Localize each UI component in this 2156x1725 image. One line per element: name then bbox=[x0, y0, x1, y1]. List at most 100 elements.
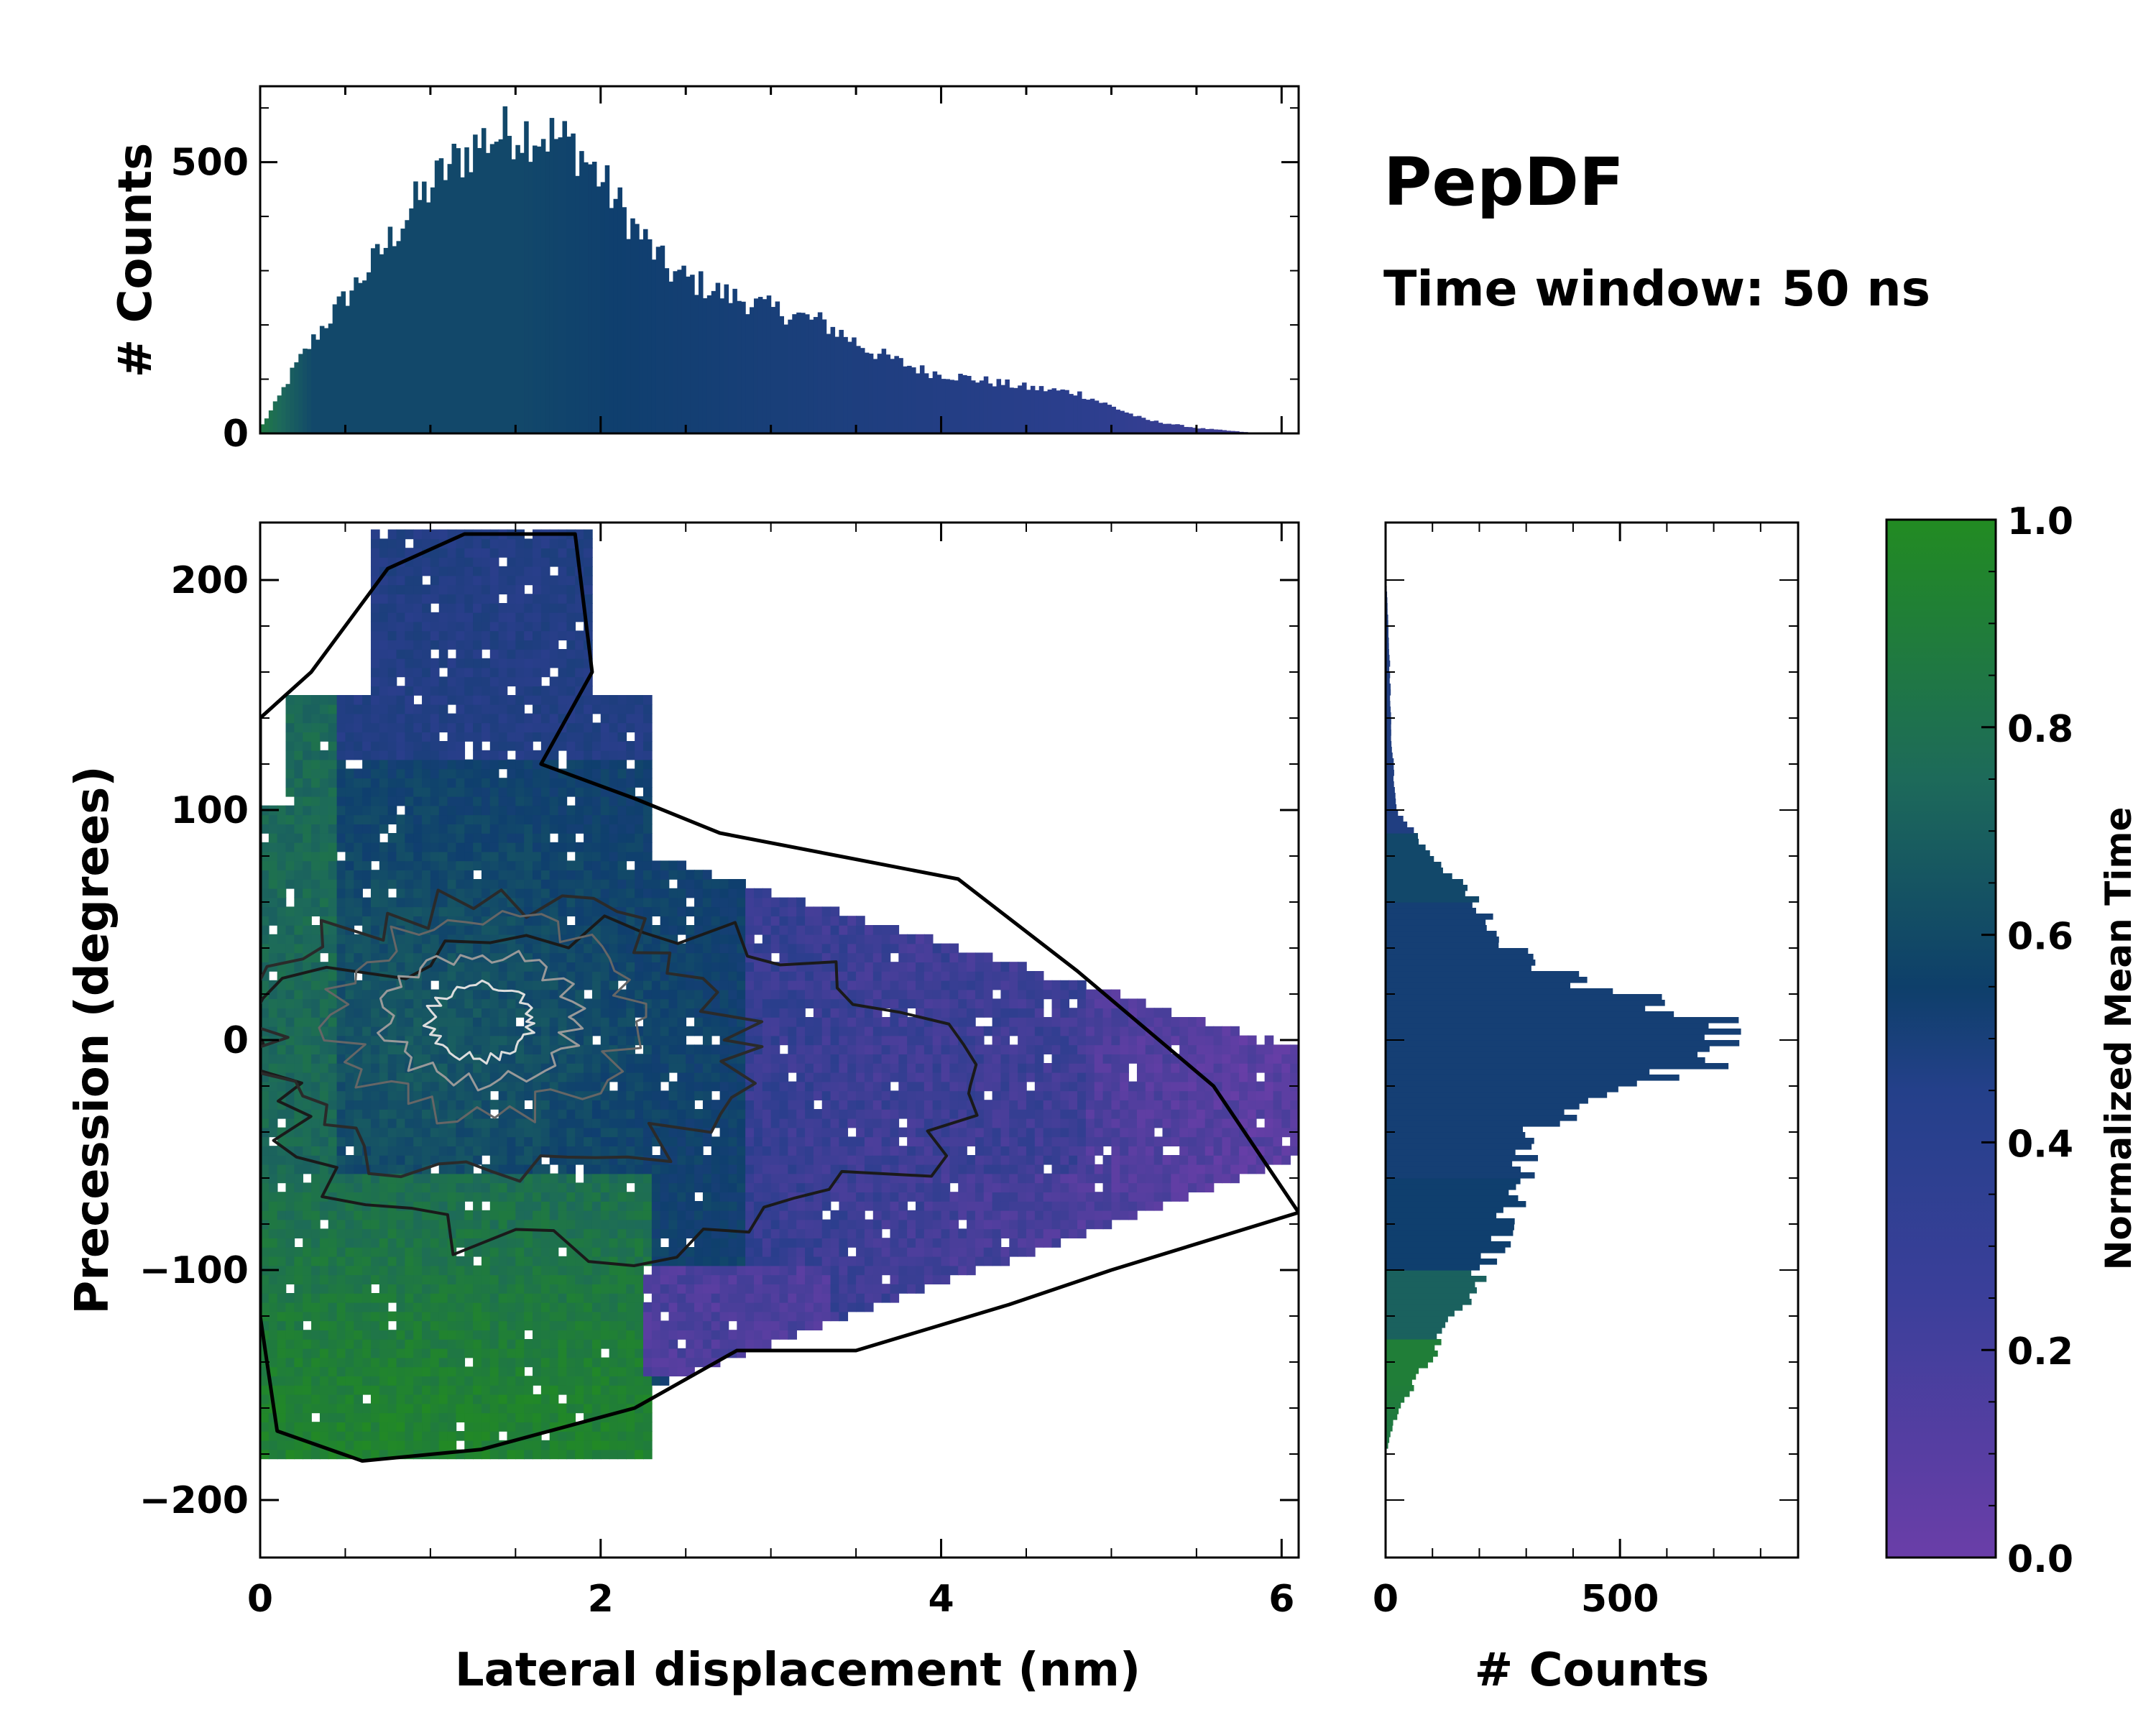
heatmap-cell bbox=[711, 1238, 721, 1248]
heatmap-cell bbox=[345, 1100, 355, 1110]
heatmap-cell bbox=[660, 1044, 670, 1054]
heatmap-cell bbox=[285, 916, 295, 926]
heatmap-cell bbox=[686, 1247, 695, 1257]
heatmap-cell bbox=[438, 658, 448, 668]
heatmap-cell bbox=[456, 538, 466, 548]
heatmap-cell bbox=[549, 824, 559, 834]
heatmap-cell bbox=[498, 1376, 508, 1386]
heatmap-cell bbox=[464, 778, 474, 788]
heatmap-cell bbox=[396, 1274, 406, 1284]
heatmap-cell bbox=[481, 998, 491, 1008]
heatmap-cell bbox=[609, 1228, 619, 1238]
heatmap-cell bbox=[285, 879, 295, 889]
heatmap-cell bbox=[524, 658, 533, 668]
heatmap-cell bbox=[354, 1008, 363, 1018]
heatmap-cell bbox=[260, 906, 270, 916]
heatmap-cell bbox=[285, 1366, 295, 1376]
heatmap-cell bbox=[481, 603, 491, 613]
heatmap-cell bbox=[413, 1284, 423, 1294]
heatmap-cell bbox=[702, 1320, 712, 1330]
heatmap-cell bbox=[464, 842, 474, 852]
heatmap-cell bbox=[558, 824, 568, 834]
heatmap-cell bbox=[370, 1072, 380, 1082]
heatmap-cell bbox=[303, 722, 312, 732]
heatmap-cell bbox=[584, 824, 593, 834]
heatmap-cell bbox=[549, 548, 559, 558]
heatmap-cell bbox=[566, 548, 576, 558]
heatmap-cell bbox=[447, 603, 457, 613]
heatmap-cell bbox=[626, 1274, 635, 1284]
heatmap-cell bbox=[609, 1173, 619, 1184]
heatmap-cell bbox=[609, 750, 619, 760]
heatmap-cell bbox=[481, 1311, 491, 1322]
heatmap-cell bbox=[549, 778, 559, 788]
top-histogram-bar bbox=[766, 295, 772, 433]
heatmap-cell bbox=[303, 1035, 312, 1046]
heatmap-cell bbox=[566, 989, 576, 1000]
heatmap-cell bbox=[540, 1026, 550, 1036]
heatmap-cell bbox=[677, 980, 687, 990]
heatmap-cell bbox=[294, 1210, 304, 1220]
heatmap-cell bbox=[422, 1431, 431, 1441]
heatmap-cell bbox=[268, 1127, 278, 1138]
heatmap-cell bbox=[635, 1440, 644, 1450]
heatmap-cell bbox=[498, 1182, 508, 1192]
heatmap-cell bbox=[498, 704, 508, 714]
heatmap-cell bbox=[413, 529, 423, 540]
heatmap-cell bbox=[549, 1302, 559, 1312]
heatmap-cell bbox=[566, 1136, 576, 1146]
heatmap-cell bbox=[711, 906, 721, 916]
heatmap-cell bbox=[498, 925, 508, 935]
heatmap-cell bbox=[533, 667, 542, 678]
heatmap-cell bbox=[498, 787, 508, 797]
heatmap-cell bbox=[575, 1238, 584, 1248]
heatmap-cell bbox=[660, 888, 670, 898]
heatmap-cell bbox=[422, 1366, 431, 1376]
heatmap-cell bbox=[651, 1164, 661, 1174]
heatmap-cell bbox=[558, 1376, 568, 1386]
heatmap-cell bbox=[694, 998, 704, 1008]
heatmap-cell bbox=[566, 1293, 576, 1303]
heatmap-cell bbox=[456, 1274, 466, 1284]
heatmap-cell bbox=[660, 879, 670, 889]
heatmap-cell bbox=[387, 649, 397, 659]
heatmap-cell bbox=[489, 722, 499, 732]
heatmap-cell bbox=[294, 1422, 304, 1432]
heatmap-cell bbox=[336, 1403, 346, 1414]
top-histogram-bar bbox=[1175, 424, 1180, 433]
heatmap-cell bbox=[584, 1247, 593, 1257]
heatmap-cell bbox=[489, 1247, 499, 1257]
heatmap-cell bbox=[456, 1311, 466, 1322]
top-histogram-bar bbox=[864, 352, 870, 433]
heatmap-cell bbox=[609, 1330, 619, 1340]
heatmap-cell bbox=[354, 1403, 363, 1414]
heatmap-cell bbox=[642, 1311, 653, 1322]
heatmap-cell bbox=[626, 1081, 635, 1092]
heatmap-cell bbox=[533, 888, 542, 898]
heatmap-cell bbox=[405, 870, 414, 880]
heatmap-cell bbox=[430, 713, 440, 724]
heatmap-cell bbox=[566, 1256, 576, 1266]
heatmap-cell bbox=[456, 1357, 466, 1368]
heatmap-cell bbox=[617, 842, 627, 852]
heatmap-cell bbox=[600, 814, 610, 824]
heatmap-cell bbox=[617, 1035, 627, 1046]
heatmap-cell bbox=[370, 870, 380, 880]
heatmap-cell bbox=[387, 768, 397, 778]
heatmap-cell bbox=[438, 1339, 448, 1349]
heatmap-cell bbox=[268, 934, 278, 944]
heatmap-cell bbox=[728, 879, 738, 889]
heatmap-cell bbox=[642, 741, 653, 751]
heatmap-cell bbox=[464, 870, 474, 880]
heatmap-cell bbox=[328, 1302, 338, 1312]
heatmap-cell bbox=[473, 658, 482, 668]
heatmap-cell bbox=[473, 1008, 482, 1018]
heatmap-cell bbox=[370, 695, 380, 705]
heatmap-cell bbox=[285, 1192, 295, 1202]
heatmap-cell bbox=[515, 1274, 525, 1284]
heatmap-cell bbox=[524, 805, 533, 816]
heatmap-cell bbox=[702, 1063, 712, 1073]
heatmap-cell bbox=[533, 805, 542, 816]
heatmap-cell bbox=[575, 1100, 584, 1110]
